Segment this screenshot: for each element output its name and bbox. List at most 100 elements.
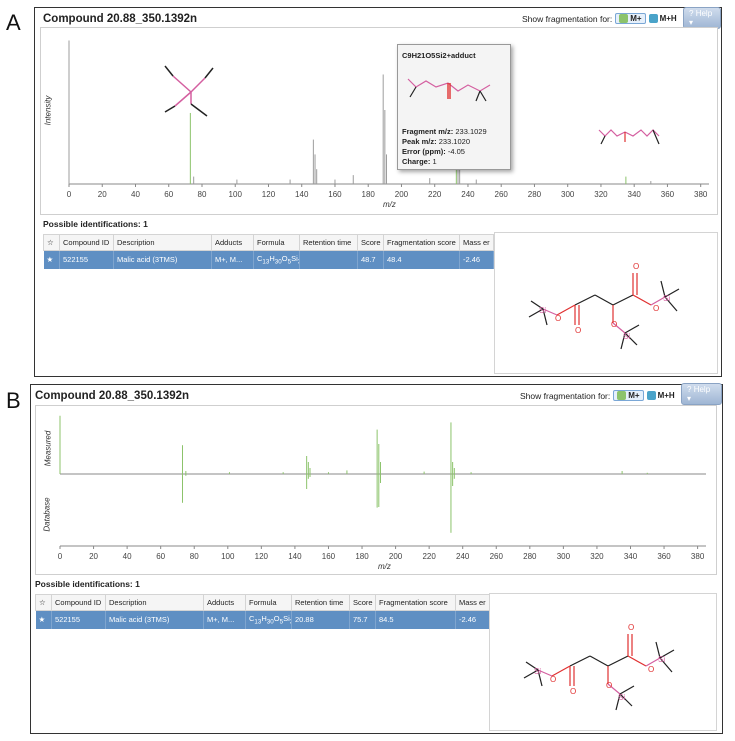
fragment-structure-right	[598, 129, 660, 145]
atom-label: Si	[539, 306, 546, 315]
atom-label: O	[570, 687, 576, 696]
bond	[624, 324, 640, 334]
col-compound-id[interactable]: Compound ID	[51, 594, 106, 611]
col-fragmentation-score[interactable]: Fragmentation score	[375, 594, 456, 611]
x-tick-label: 20	[89, 552, 98, 561]
col-fragmentation-score[interactable]: Fragmentation score	[383, 234, 460, 251]
help-button[interactable]: ? Help ▾	[681, 383, 722, 405]
identifications-table: ☆ Compound ID Description Adducts Formul…	[43, 234, 494, 269]
tooltip-peak-mz: Peak m/z: 233.1020	[402, 137, 470, 146]
row-formula: C13H30O5Si3	[253, 250, 300, 269]
x-tick-label: 120	[262, 190, 276, 199]
col-mass-error[interactable]: Mass er	[459, 234, 494, 251]
bond	[589, 655, 609, 667]
col-formula[interactable]: Formula	[253, 234, 300, 251]
x-tick-label: 0	[67, 190, 72, 199]
mode-m-plus-button[interactable]: M+	[615, 13, 646, 24]
row-fragmentation-score: 84.5	[375, 610, 456, 629]
atom-label: O	[606, 681, 612, 690]
x-tick-label: 140	[295, 190, 309, 199]
x-tick-label: 200	[395, 190, 409, 199]
table-header: ☆ Compound ID Description Adducts Formul…	[35, 594, 490, 611]
row-adducts: M+, M...	[203, 610, 246, 629]
row-star[interactable]: ★	[35, 610, 52, 629]
x-tick-label: 380	[694, 190, 708, 199]
atom-label: Si	[658, 655, 665, 664]
bond	[650, 296, 666, 306]
row-score: 48.7	[357, 250, 384, 269]
bond	[624, 332, 638, 346]
molecule-viewer-b: O O O O O Si Si Si	[489, 593, 717, 731]
star-column-header[interactable]: ☆	[43, 234, 60, 251]
x-tick-label: 60	[156, 552, 165, 561]
fragmentation-toggle: Show fragmentation for: M+ M+H	[520, 390, 675, 401]
bond	[574, 294, 596, 306]
tooltip-fragment-mz: Fragment m/z: 233.1029	[402, 127, 487, 136]
x-tick-label: 180	[362, 190, 376, 199]
x-tick-label: 280	[523, 552, 537, 561]
col-adducts[interactable]: Adducts	[203, 594, 246, 611]
bond	[664, 288, 680, 298]
col-score[interactable]: Score	[349, 594, 376, 611]
spectrum-chart-a: 0 20 40 60 80 100 120 140 160 180 200 220 240 260 280 3…	[67, 40, 709, 199]
atom-label: O	[575, 326, 581, 335]
green-square-icon	[617, 391, 627, 400]
tooltip-structure	[407, 78, 491, 102]
mode-m-plus-h-button[interactable]: M+H	[648, 14, 677, 23]
col-description[interactable]: Description	[113, 234, 212, 251]
blue-square-icon	[646, 391, 656, 400]
x-tick-label: 40	[131, 190, 140, 199]
col-description[interactable]: Description	[105, 594, 204, 611]
col-compound-id[interactable]: Compound ID	[59, 234, 114, 251]
bond	[627, 655, 647, 667]
col-mass-error[interactable]: Mass er	[455, 594, 490, 611]
col-formula[interactable]: Formula	[245, 594, 292, 611]
mode-m-plus-h-button[interactable]: M+H	[646, 391, 675, 400]
x-tick-label: 20	[98, 190, 107, 199]
possible-identifications: Possible identifications: 1	[35, 579, 140, 589]
fragmentation-label: Show fragmentation for:	[522, 13, 613, 24]
atom-label: Si	[663, 294, 670, 303]
row-star[interactable]: ★	[43, 250, 60, 269]
x-tick-label: 240	[456, 552, 470, 561]
x-tick-label: 340	[624, 552, 638, 561]
bond	[607, 655, 629, 667]
atom-label: O	[550, 675, 556, 684]
row-compound-id: 522155	[59, 250, 114, 269]
bond	[528, 308, 544, 318]
bond	[594, 294, 614, 306]
bond	[607, 683, 621, 695]
fragment-tooltip: C9H21O5Si2+adduct Fragment m/z: 233.1029…	[397, 44, 511, 170]
x-tick-label: 40	[123, 552, 132, 561]
x-tick-label: 160	[322, 552, 336, 561]
x-tick-label: 240	[461, 190, 475, 199]
x-axis-label: m/z	[378, 562, 391, 571]
x-tick-label: 320	[594, 190, 608, 199]
atom-label: Si	[623, 332, 630, 341]
tooltip-error-ppm: Error (ppm): -4.05	[402, 147, 465, 156]
row-retention-time	[299, 250, 358, 269]
table-row[interactable]: ★ 522155 Malic acid (3TMS) M+, M... C13H…	[43, 250, 494, 269]
star-outline-icon: ☆	[47, 238, 54, 247]
bond	[569, 655, 591, 667]
row-adducts: M+, M...	[211, 250, 254, 269]
bond	[645, 657, 661, 667]
col-adducts[interactable]: Adducts	[211, 234, 254, 251]
mode-m-plus-button[interactable]: M+	[613, 390, 644, 401]
table-row[interactable]: ★ 522155 Malic acid (3TMS) M+, M... C13H…	[35, 610, 490, 629]
col-retention-time[interactable]: Retention time	[291, 594, 350, 611]
bond	[612, 294, 634, 306]
star-column-header[interactable]: ☆	[35, 594, 52, 611]
x-tick-label: 300	[557, 552, 571, 561]
row-mass-error: -2.46	[459, 250, 494, 269]
help-button[interactable]: ? Help ▾	[683, 7, 721, 29]
col-score[interactable]: Score	[357, 234, 384, 251]
green-square-icon	[619, 14, 629, 23]
x-tick-label: 220	[422, 552, 436, 561]
x-tick-label: 0	[58, 552, 63, 561]
malic-acid-3tms-structure: O O O O O Si Si Si	[528, 262, 680, 350]
mirror-spectrum-chart-b: 0 20 40 60 80 100 120 140 160 180 200 220 240 260 280 3…	[58, 415, 706, 561]
row-compound-id: 522155	[51, 610, 106, 629]
col-retention-time[interactable]: Retention time	[299, 234, 358, 251]
panel-letter-a: A	[6, 10, 21, 35]
